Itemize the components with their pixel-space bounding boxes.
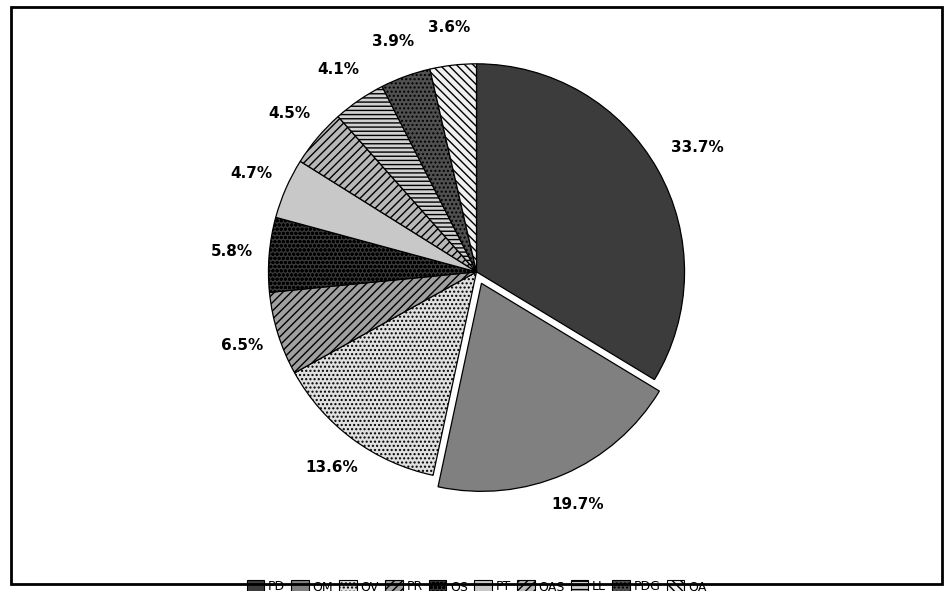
Text: 6.5%: 6.5%: [221, 337, 263, 353]
Wedge shape: [382, 69, 476, 272]
Wedge shape: [275, 161, 476, 272]
Text: 19.7%: 19.7%: [550, 497, 603, 512]
Text: 4.5%: 4.5%: [268, 106, 309, 121]
Text: 5.8%: 5.8%: [210, 244, 252, 259]
Wedge shape: [476, 64, 684, 379]
Text: 13.6%: 13.6%: [305, 460, 358, 475]
Text: 3.9%: 3.9%: [371, 34, 413, 48]
Wedge shape: [300, 116, 476, 272]
Text: 33.7%: 33.7%: [670, 139, 724, 155]
Text: 3.6%: 3.6%: [427, 21, 469, 35]
Wedge shape: [294, 272, 476, 475]
Text: 4.7%: 4.7%: [230, 166, 272, 181]
Wedge shape: [429, 64, 476, 272]
Wedge shape: [269, 272, 476, 373]
Wedge shape: [438, 283, 659, 491]
Wedge shape: [338, 86, 476, 272]
Legend: PD, QM, QV, PR, QS, PT, QAS, LL, PDG, QA: PD, QM, QV, PR, QS, PT, QAS, LL, PDG, QA: [247, 580, 705, 591]
Wedge shape: [268, 217, 476, 293]
Text: 4.1%: 4.1%: [317, 61, 359, 77]
